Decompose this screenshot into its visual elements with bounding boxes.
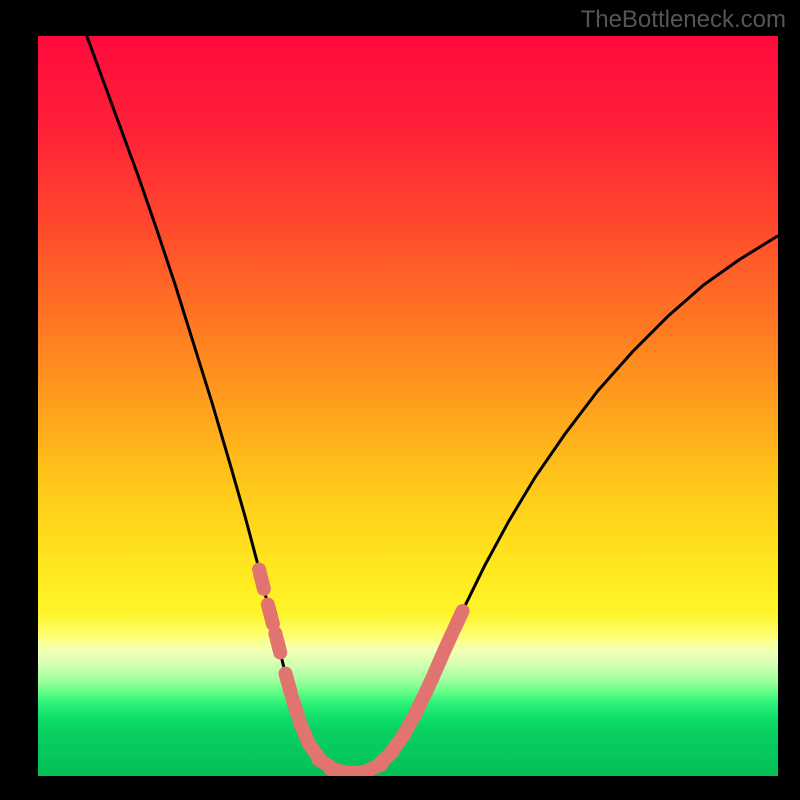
curve-layer — [38, 36, 778, 776]
dash-capsule — [267, 625, 289, 661]
dash-capsule — [251, 561, 273, 597]
dash-overlay-group — [251, 561, 472, 776]
plot-area — [38, 36, 778, 776]
dash-capsule — [445, 602, 472, 639]
watermark-text: TheBottleneck.com — [581, 6, 786, 34]
stage: TheBottleneck.com — [0, 0, 800, 800]
